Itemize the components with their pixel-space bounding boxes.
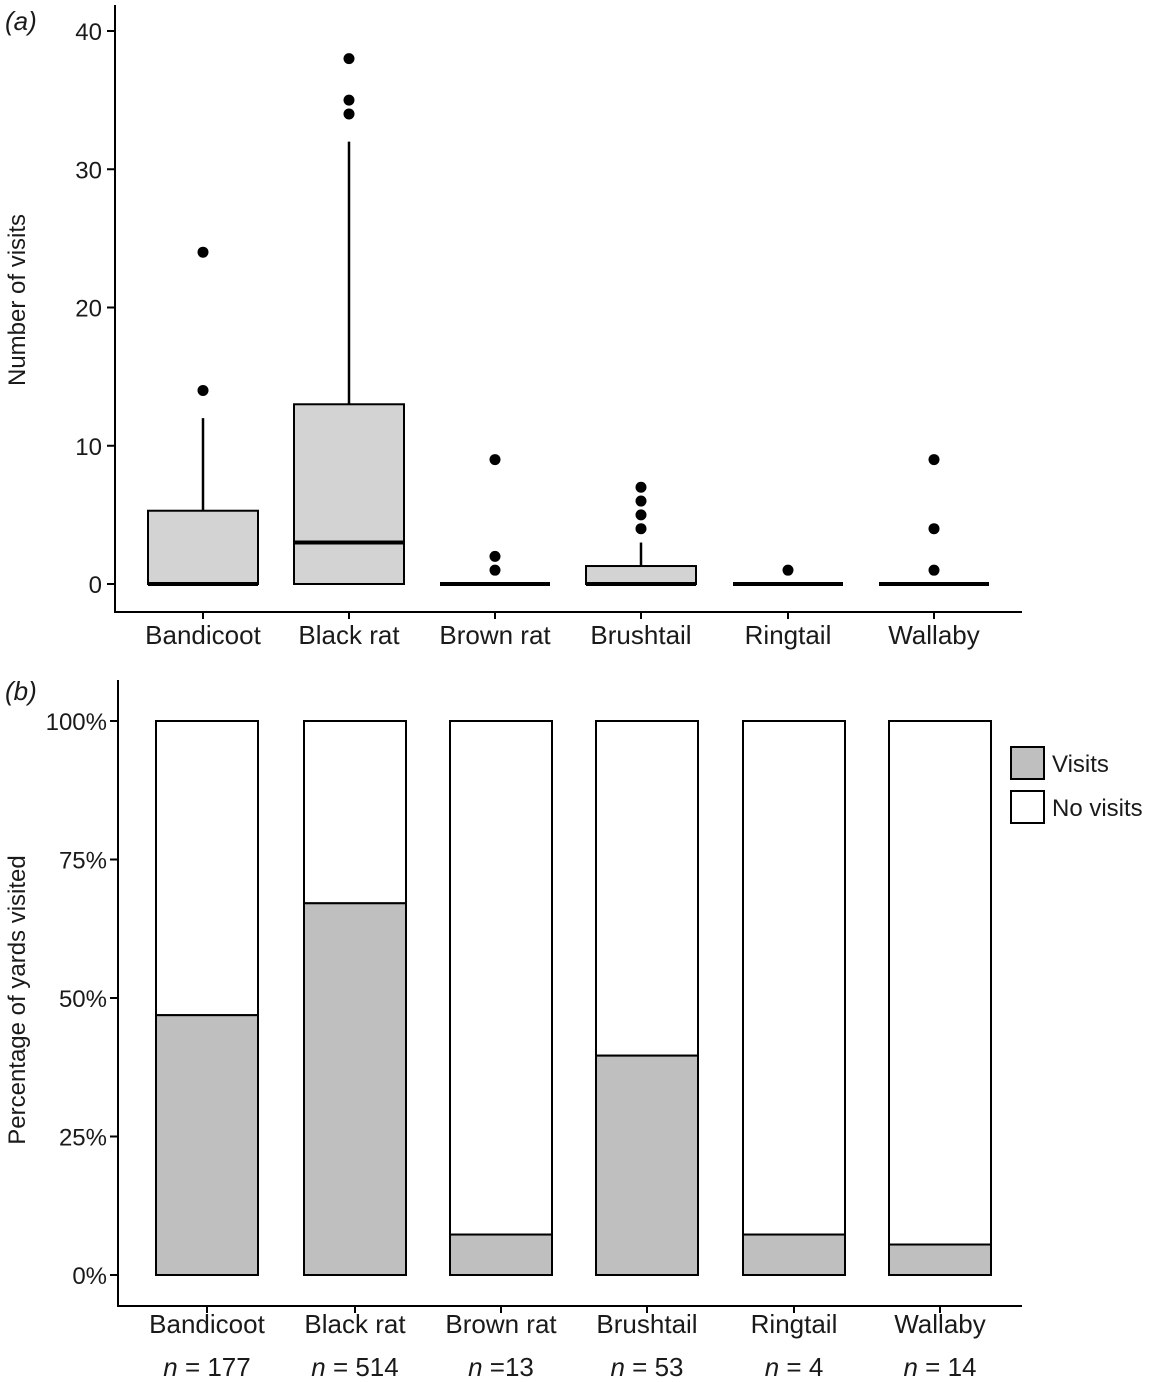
box-brushtail bbox=[585, 481, 697, 586]
panel-b-y-axis-title: Percentage of yards visited bbox=[4, 855, 31, 1145]
panel-b-sample-size-label: n = 177 bbox=[163, 1352, 250, 1382]
panel-b-stacked-bar: (b) Percentage of yards visited 0% 25% 50%… bbox=[4, 676, 1143, 1382]
box-ringtail bbox=[733, 564, 843, 586]
legend-label-no-visits: No visits bbox=[1052, 795, 1143, 822]
panel-b-x-tick-label: Black rat bbox=[304, 1309, 406, 1339]
panel-a-boxes bbox=[147, 53, 989, 586]
panel-b-y-tick-label: 25% bbox=[59, 1125, 107, 1152]
panel-b-sample-size-label: n = 53 bbox=[610, 1352, 683, 1382]
panel-b-x-tick-label: Wallaby bbox=[894, 1309, 986, 1339]
outlier-point bbox=[782, 564, 794, 576]
box-wallaby bbox=[879, 454, 989, 586]
panel-b-sample-size-label: n = 514 bbox=[311, 1352, 398, 1382]
bar-brushtail bbox=[595, 720, 699, 1276]
panel-b-x-tick-labels: Bandicoot n = 177 Black rat n = 514 Brown ra… bbox=[149, 1306, 986, 1382]
iqr-box bbox=[585, 565, 697, 586]
panel-b-y-tick-label: 100% bbox=[46, 709, 107, 736]
outlier-point bbox=[635, 495, 647, 507]
bar-wallaby bbox=[888, 720, 992, 1277]
outlier-point bbox=[489, 454, 501, 466]
panel-b-bars bbox=[155, 720, 992, 1277]
box-brown-rat bbox=[440, 454, 550, 586]
legend-swatch-no-visits bbox=[1010, 790, 1045, 824]
outlier-point bbox=[928, 523, 940, 535]
panel-b-y-ticks: 0% 25% 50% 75% 100% bbox=[46, 709, 118, 1290]
panel-b-y-tick-label: 75% bbox=[59, 848, 107, 875]
panel-a-x-tick-label: Brushtail bbox=[590, 620, 691, 650]
legend-label-visits: Visits bbox=[1052, 751, 1109, 778]
panel-b-sample-size-label: n = 14 bbox=[903, 1352, 976, 1382]
bar-brown-rat bbox=[449, 720, 553, 1276]
panel-a-x-tick-label: Black rat bbox=[298, 620, 400, 650]
bar-segment-visits bbox=[888, 1243, 992, 1277]
bar-segment-visits bbox=[155, 1014, 259, 1276]
outlier-point bbox=[343, 53, 355, 65]
outlier-point bbox=[197, 246, 209, 258]
outlier-point bbox=[635, 523, 647, 535]
outlier-point bbox=[197, 384, 209, 396]
outlier-point bbox=[489, 550, 501, 562]
panel-a-y-axis-title: Number of visits bbox=[4, 214, 31, 386]
panel-a-x-tick-label: Brown rat bbox=[439, 620, 551, 650]
box-bandicoot bbox=[147, 246, 259, 586]
iqr-box bbox=[293, 403, 405, 585]
outlier-point bbox=[928, 564, 940, 576]
bar-segment-no-visits bbox=[595, 720, 699, 1057]
panel-a-y-tick-label: 10 bbox=[75, 434, 102, 461]
panel-a-y-tick-label: 30 bbox=[75, 157, 102, 184]
panel-a-label: (a) bbox=[5, 6, 37, 36]
outlier-point bbox=[343, 94, 355, 106]
panel-a-y-ticks: 0 10 20 30 40 bbox=[75, 19, 115, 599]
bar-segment-visits bbox=[449, 1233, 553, 1276]
panel-b-legend: Visits No visits bbox=[1010, 746, 1143, 824]
panel-a-x-tick-label: Wallaby bbox=[888, 620, 980, 650]
panel-a-y-tick-label: 20 bbox=[75, 296, 102, 323]
bar-segment-no-visits bbox=[303, 720, 407, 905]
panel-b-x-tick-label: Brown rat bbox=[445, 1309, 557, 1339]
iqr-box bbox=[147, 509, 259, 586]
panel-b-label: (b) bbox=[5, 676, 37, 706]
box-black-rat bbox=[293, 53, 405, 585]
bar-bandicoot bbox=[155, 720, 259, 1276]
panel-a-x-tick-label: Bandicoot bbox=[145, 620, 261, 650]
bar-segment-no-visits bbox=[742, 720, 846, 1236]
panel-a-y-tick-label: 40 bbox=[75, 19, 102, 46]
bar-segment-no-visits bbox=[449, 720, 553, 1236]
outlier-point bbox=[343, 108, 355, 120]
bar-segment-visits bbox=[595, 1054, 699, 1276]
panel-a-boxplot: (a) Number of visits 0 10 20 30 40 Bandicoot… bbox=[4, 5, 1022, 650]
panel-b-x-tick-label: Brushtail bbox=[596, 1309, 697, 1339]
bar-segment-visits bbox=[303, 902, 407, 1276]
panel-a-x-tick-labels: Bandicoot Black rat Brown rat Brushtail Ring… bbox=[145, 612, 980, 650]
bar-segment-no-visits bbox=[155, 720, 259, 1017]
panel-b-x-tick-label: Bandicoot bbox=[149, 1309, 265, 1339]
outlier-point bbox=[635, 509, 647, 521]
panel-b-x-tick-label: Ringtail bbox=[751, 1309, 838, 1339]
panel-b-y-tick-label: 50% bbox=[59, 986, 107, 1013]
legend-swatch-visits bbox=[1010, 746, 1045, 780]
outlier-point bbox=[635, 481, 647, 493]
panel-b-y-tick-label: 0% bbox=[72, 1263, 107, 1290]
panel-a-x-tick-label: Ringtail bbox=[745, 620, 832, 650]
bar-black-rat bbox=[303, 720, 407, 1276]
panel-b-sample-size-label: n = 4 bbox=[765, 1352, 824, 1382]
panel-b-sample-size-label: n =13 bbox=[468, 1352, 534, 1382]
panel-a-y-tick-label: 0 bbox=[89, 572, 102, 599]
outlier-point bbox=[489, 564, 501, 576]
bar-ringtail bbox=[742, 720, 846, 1276]
outlier-point bbox=[928, 454, 940, 466]
bar-segment-no-visits bbox=[888, 720, 992, 1246]
bar-segment-visits bbox=[742, 1233, 846, 1276]
